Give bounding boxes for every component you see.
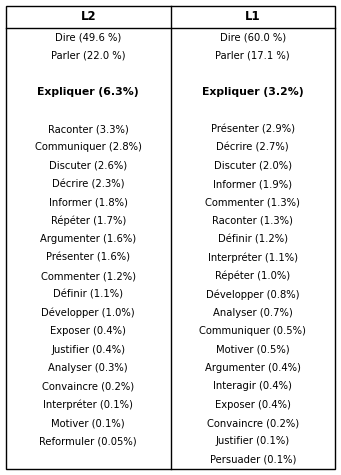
Text: Analyser (0.7%): Analyser (0.7%) xyxy=(213,308,293,318)
Text: Définir (1.2%): Définir (1.2%) xyxy=(218,234,288,244)
Text: Parler (17.1 %): Parler (17.1 %) xyxy=(216,50,290,61)
Text: Justifier (0.1%): Justifier (0.1%) xyxy=(216,437,290,446)
Text: Raconter (1.3%): Raconter (1.3%) xyxy=(212,216,293,226)
Text: Communiquer (0.5%): Communiquer (0.5%) xyxy=(199,326,306,336)
Text: Discuter (2.0%): Discuter (2.0%) xyxy=(214,161,292,171)
Text: Informer (1.8%): Informer (1.8%) xyxy=(49,198,128,208)
Text: Persuader (0.1%): Persuader (0.1%) xyxy=(210,455,296,465)
Text: Développer (0.8%): Développer (0.8%) xyxy=(206,289,299,300)
Text: Commenter (1.3%): Commenter (1.3%) xyxy=(205,198,300,208)
Text: Convaincre (0.2%): Convaincre (0.2%) xyxy=(207,418,299,428)
Text: Analyser (0.3%): Analyser (0.3%) xyxy=(48,363,128,373)
Text: Exposer (0.4%): Exposer (0.4%) xyxy=(50,326,126,336)
Text: Expliquer (3.2%): Expliquer (3.2%) xyxy=(202,87,303,97)
Text: Dire (49.6 %): Dire (49.6 %) xyxy=(55,32,121,42)
Text: L2: L2 xyxy=(80,10,96,23)
Text: Interpréter (1.1%): Interpréter (1.1%) xyxy=(208,252,298,263)
Text: Argumenter (1.6%): Argumenter (1.6%) xyxy=(40,234,136,244)
Text: Expliquer (6.3%): Expliquer (6.3%) xyxy=(38,87,139,97)
Text: Présenter (2.9%): Présenter (2.9%) xyxy=(211,124,295,134)
Text: Répéter (1.7%): Répéter (1.7%) xyxy=(50,216,126,226)
Text: Développer (1.0%): Développer (1.0%) xyxy=(42,308,135,318)
Text: Dire (60.0 %): Dire (60.0 %) xyxy=(220,32,286,42)
Text: Justifier (0.4%): Justifier (0.4%) xyxy=(51,344,125,354)
Text: Répéter (1.0%): Répéter (1.0%) xyxy=(215,271,290,281)
Text: Raconter (3.3%): Raconter (3.3%) xyxy=(48,124,129,134)
Text: Convaincre (0.2%): Convaincre (0.2%) xyxy=(42,381,134,391)
Text: Décrire (2.3%): Décrire (2.3%) xyxy=(52,179,124,189)
Text: Communiquer (2.8%): Communiquer (2.8%) xyxy=(35,142,142,152)
Text: Interagir (0.4%): Interagir (0.4%) xyxy=(213,381,292,391)
Text: Présenter (1.6%): Présenter (1.6%) xyxy=(46,253,130,263)
Text: Parler (22.0 %): Parler (22.0 %) xyxy=(51,50,125,61)
Text: Exposer (0.4%): Exposer (0.4%) xyxy=(215,399,291,409)
Text: Motiver (0.1%): Motiver (0.1%) xyxy=(51,418,125,428)
Text: Motiver (0.5%): Motiver (0.5%) xyxy=(216,344,290,354)
Text: Discuter (2.6%): Discuter (2.6%) xyxy=(49,161,127,171)
Text: Informer (1.9%): Informer (1.9%) xyxy=(213,179,292,189)
Text: Décrire (2.7%): Décrire (2.7%) xyxy=(217,142,289,152)
Text: Argumenter (0.4%): Argumenter (0.4%) xyxy=(205,363,301,373)
Text: Reformuler (0.05%): Reformuler (0.05%) xyxy=(40,437,137,446)
Text: Définir (1.1%): Définir (1.1%) xyxy=(53,289,123,299)
Text: Interpréter (0.1%): Interpréter (0.1%) xyxy=(43,399,133,410)
Text: Commenter (1.2%): Commenter (1.2%) xyxy=(41,271,136,281)
Text: L1: L1 xyxy=(245,10,261,23)
